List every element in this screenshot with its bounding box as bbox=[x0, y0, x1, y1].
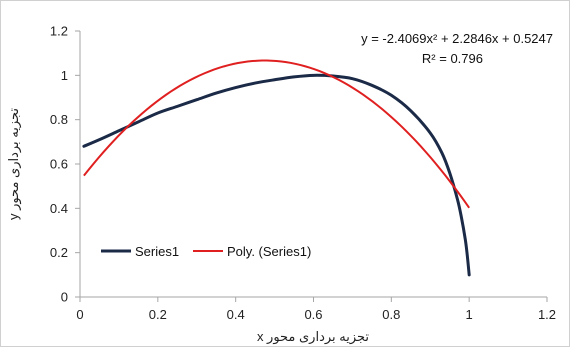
poly-trendline bbox=[83, 59, 470, 209]
y-tick-label: 0 bbox=[61, 290, 68, 305]
y-tick-label: 0.8 bbox=[50, 112, 68, 127]
r-squared-label: R² = 0.796 bbox=[422, 51, 483, 66]
x-tick-label: 1.2 bbox=[538, 307, 556, 322]
y-tick-label: 1 bbox=[61, 68, 68, 83]
series1-line bbox=[82, 73, 471, 277]
x-tick-label: 0 bbox=[76, 307, 83, 322]
x-tick-label: 1 bbox=[466, 307, 473, 322]
x-tick-label: 0.6 bbox=[304, 307, 322, 322]
y-axis-title: تجزیه برداری محور y bbox=[6, 108, 22, 220]
y-tick-label: 1.2 bbox=[50, 24, 68, 39]
x-tick-label: 0.8 bbox=[382, 307, 400, 322]
y-tick-label: 0.6 bbox=[50, 157, 68, 172]
plot-area bbox=[82, 59, 471, 277]
legend-label-series1: Series1 bbox=[135, 244, 179, 259]
trendline-equation: y = -2.4069x² + 2.2846x + 0.5247 bbox=[361, 31, 553, 46]
y-tick-label: 0.2 bbox=[50, 245, 68, 260]
x-tick-label: 0.4 bbox=[227, 307, 245, 322]
legend: Series1 Poly. (Series1) bbox=[101, 244, 311, 259]
x-tick-label: 0.2 bbox=[149, 307, 167, 322]
x-axis-title: تجزیه برداری محور x bbox=[257, 329, 369, 345]
legend-label-poly-series1: Poly. (Series1) bbox=[227, 244, 311, 259]
y-axis-ticks: 0 0.2 0.4 0.6 0.8 1 1.2 bbox=[50, 24, 80, 305]
x-axis-ticks: 0 0.2 0.4 0.6 0.8 1 1.2 bbox=[76, 297, 556, 322]
y-tick-label: 0.4 bbox=[50, 201, 68, 216]
